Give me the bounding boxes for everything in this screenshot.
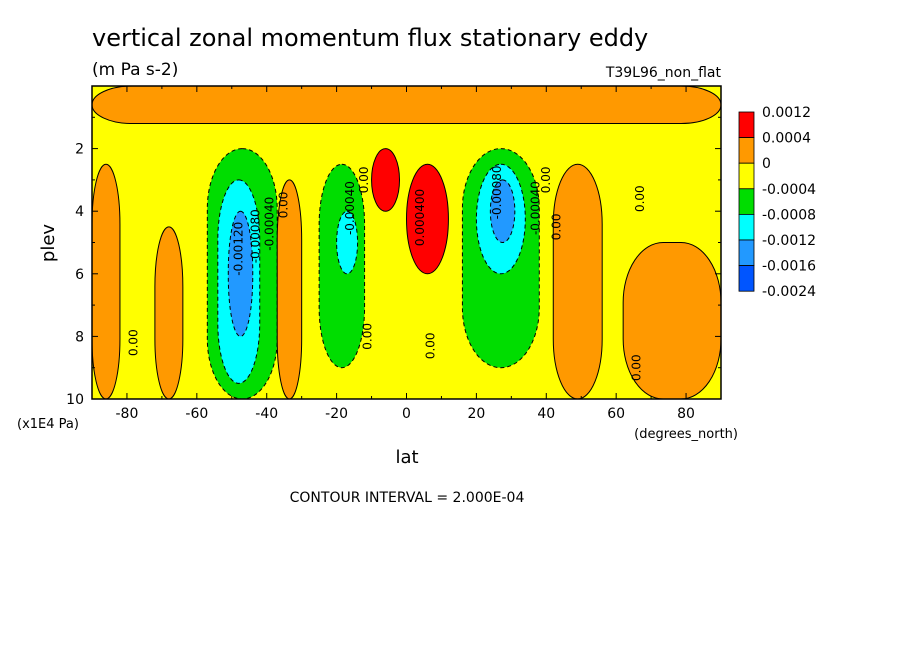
colorbar-swatch xyxy=(738,265,755,292)
contour-label: 0.00 xyxy=(633,185,647,212)
colorbar-label: 0 xyxy=(762,156,771,172)
x-tick-label: -20 xyxy=(325,406,348,422)
contour-region-positive xyxy=(276,179,303,399)
colorbar-label: 0.0004 xyxy=(762,131,811,147)
contour-region-positive xyxy=(92,86,721,125)
chart-title: vertical zonal momentum flux stationary … xyxy=(92,24,648,52)
contour-label: -0.00080 xyxy=(249,209,263,263)
contour-label: 0.00 xyxy=(539,167,553,194)
y-tick-label: 4 xyxy=(75,204,84,220)
y-axis: 2 4 6 8 10 xyxy=(66,116,721,408)
x-tick-label: 20 xyxy=(467,406,485,422)
contour-region-negative-moderate xyxy=(336,210,359,275)
contour-label: 0.00 xyxy=(630,354,644,381)
contour-label: 0.000400 xyxy=(413,189,427,246)
colorbar-swatch xyxy=(738,137,755,164)
contour-label: 0.00 xyxy=(549,213,563,240)
contour-label: -0.00040 xyxy=(528,181,542,235)
contour-region-positive-strong xyxy=(371,148,401,212)
x-axis-label: lat xyxy=(395,447,418,468)
contour-label: 0.00 xyxy=(277,192,291,219)
colorbar-swatch xyxy=(738,239,755,267)
contour-interval: CONTOUR INTERVAL = 2.000E-04 xyxy=(290,490,525,506)
x-tick-label: -80 xyxy=(116,406,139,422)
y-tick-label: 10 xyxy=(66,392,84,408)
x-axis: -80 -60 -40 -20 0 20 40 60 80 xyxy=(91,86,722,422)
colorbar-swatch xyxy=(738,111,755,139)
y-tick-label: 8 xyxy=(75,329,84,345)
contour-label: -0.00040 xyxy=(263,197,277,251)
contour-label: 0.00 xyxy=(423,332,437,359)
contour-region-negative-strong xyxy=(489,179,516,243)
colorbar-swatch xyxy=(738,188,755,215)
y-tick-label: 2 xyxy=(75,142,84,158)
x-tick-label: 0 xyxy=(402,406,411,422)
colorbar-label: 0.0012 xyxy=(762,105,811,121)
contour-label: 0.00 xyxy=(126,329,140,356)
x-tick-label: 80 xyxy=(677,406,695,422)
contour-region-positive xyxy=(622,242,721,399)
contour-region-positive xyxy=(92,163,121,399)
colorbar-swatch xyxy=(738,213,755,241)
contour-label: -0.00080 xyxy=(490,165,504,219)
colorbar-label: -0.0024 xyxy=(762,284,816,300)
x-axis-units: (degrees_north) xyxy=(634,427,738,442)
y-tick-label: 6 xyxy=(75,267,84,283)
y-axis-units: (x1E4 Pa) xyxy=(17,417,79,432)
x-tick-label: 60 xyxy=(607,406,625,422)
chart-units: (m Pa s-2) xyxy=(92,60,178,80)
dataset-label: T39L96_non_flat xyxy=(605,65,722,81)
contour-label: -0.00040 xyxy=(343,181,357,235)
plot-area: 0.00-0.00120 -0.00080 -0.00040 0.00 -0.00040… xyxy=(91,85,722,400)
x-tick-label: 40 xyxy=(537,406,555,422)
contour-region-positive xyxy=(552,163,603,399)
y-axis-label: plev xyxy=(38,224,59,263)
contour-label: 0.00 xyxy=(361,323,375,350)
contour-label: -0.00120 xyxy=(231,222,245,276)
colorbar-swatch xyxy=(738,162,755,190)
colorbar-label: -0.0004 xyxy=(762,182,816,198)
x-tick-label: -40 xyxy=(255,406,278,422)
x-tick-label: -60 xyxy=(185,406,208,422)
colorbar-label: -0.0008 xyxy=(762,207,816,223)
contour-region-positive-strong xyxy=(406,163,449,275)
contour-region-negative-strong xyxy=(227,210,254,337)
colorbar: 0.0012 0.0004 0 -0.0004 -0.0008 -0.0012 -0.001… xyxy=(738,105,816,300)
contour-label: 0.00 xyxy=(357,167,371,194)
field-background xyxy=(92,86,721,399)
contour-region-positive xyxy=(154,226,184,399)
colorbar-label: -0.0016 xyxy=(762,259,816,275)
colorbar-label: -0.0012 xyxy=(762,233,816,249)
